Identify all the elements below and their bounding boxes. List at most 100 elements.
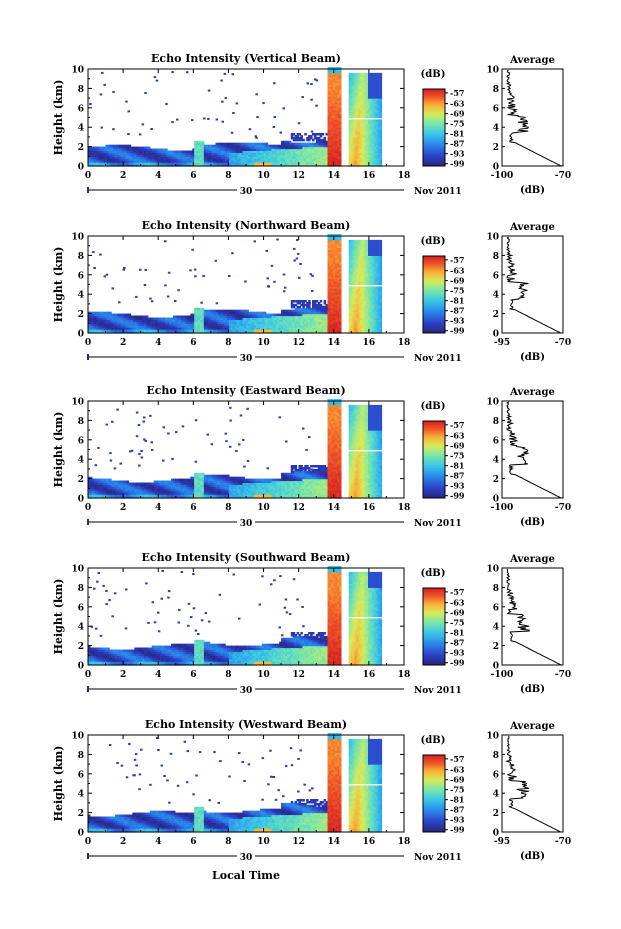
echo-cell	[97, 329, 101, 332]
echo-cell	[279, 158, 282, 161]
echo-cell	[329, 329, 332, 332]
echo-cell	[348, 152, 352, 155]
echo-cell	[138, 160, 141, 163]
echo-cell	[325, 140, 328, 144]
echo-cell	[200, 152, 203, 155]
echo-cell	[352, 296, 356, 299]
echo-cell	[333, 298, 336, 301]
echo-cell	[103, 156, 106, 159]
echo-cell	[296, 317, 300, 320]
echo-cell	[315, 164, 319, 167]
echo-cell	[111, 325, 114, 328]
echo-cell	[138, 319, 141, 322]
echo-cell	[279, 313, 282, 317]
echo-cell	[136, 321, 139, 324]
echo-cell	[161, 160, 164, 163]
echo-cell	[337, 100, 340, 103]
echo-cell	[379, 152, 383, 155]
echo-cell	[364, 241, 367, 245]
echo-cell	[375, 127, 379, 130]
echo-cell	[229, 321, 232, 324]
echo-cell	[250, 150, 253, 153]
echo-cell	[138, 154, 141, 157]
echo-cell	[300, 321, 303, 324]
echo-cell	[130, 158, 133, 161]
echo-cell	[207, 313, 211, 317]
echo-cell	[138, 323, 141, 326]
echo-cell	[352, 148, 356, 151]
echo-cell	[369, 162, 373, 165]
echo-cell	[203, 160, 207, 163]
echo-cell	[283, 319, 286, 322]
echo-cell	[161, 164, 164, 167]
echo-cell	[88, 156, 91, 159]
echo-cell	[348, 290, 352, 293]
echo-cell	[335, 86, 338, 89]
echo-cell	[368, 76, 371, 80]
echo-cell	[128, 156, 132, 159]
echo-cell	[369, 86, 373, 89]
echo-cell	[356, 76, 359, 80]
echo-cell	[234, 319, 238, 322]
echo-cell	[366, 113, 369, 117]
echo-cell	[190, 325, 193, 328]
echo-cell	[333, 123, 336, 126]
echo-cell	[113, 321, 116, 324]
echo-cell	[364, 80, 367, 84]
echo-cell	[368, 72, 371, 76]
echo-cell	[300, 303, 303, 307]
echo-cell	[225, 325, 228, 328]
echo-cell	[107, 331, 110, 334]
echo-cell	[242, 142, 245, 146]
echo-cell	[281, 160, 284, 163]
echo-cell	[250, 162, 253, 165]
echo-cell	[246, 162, 249, 165]
echo-cell	[240, 317, 244, 320]
echo-cell	[180, 315, 184, 318]
echo-cell	[117, 150, 120, 153]
echo-cell	[362, 247, 365, 251]
echo-cell	[358, 135, 361, 138]
echo-cell	[101, 327, 104, 330]
echo-cell	[300, 158, 303, 161]
echo-cell	[310, 135, 313, 138]
echo-cell	[364, 92, 367, 95]
echo-cell	[331, 100, 334, 103]
echo-cell	[200, 148, 203, 151]
echo-cell	[234, 150, 238, 153]
echo-cell	[317, 160, 321, 163]
echo-cell	[327, 78, 330, 82]
echo-cell	[356, 331, 359, 334]
echo-cell	[165, 327, 168, 330]
echo-cell	[337, 274, 340, 278]
echo-cell	[281, 148, 284, 151]
echo-cell	[354, 148, 357, 151]
echo-cell	[379, 111, 383, 115]
echo-cell	[230, 309, 234, 313]
colorbar-swatch	[423, 142, 445, 146]
echo-cell	[358, 290, 361, 293]
echo-cell	[356, 303, 359, 307]
echo-cell	[88, 160, 91, 163]
echo-cell	[354, 300, 357, 303]
echo-cell	[182, 323, 186, 326]
echo-cell	[335, 70, 338, 74]
echo-cell	[350, 245, 354, 249]
echo-cell	[337, 236, 340, 239]
echo-cell	[339, 272, 342, 276]
echo-cell	[315, 150, 319, 153]
echo-cell	[327, 327, 330, 330]
echo-cell	[122, 150, 126, 153]
echo-cell	[339, 276, 342, 280]
echo-cell	[364, 245, 367, 249]
echo-cell	[269, 160, 272, 163]
echo-cell	[234, 309, 238, 313]
echo-cell	[128, 331, 132, 334]
echo-cell	[221, 315, 224, 318]
echo-cell	[348, 86, 352, 89]
echo-cell	[331, 86, 334, 89]
echo-cell	[215, 311, 218, 315]
echo-cell	[262, 102, 265, 105]
echo-cell	[288, 154, 292, 157]
echo-cell	[209, 158, 213, 161]
